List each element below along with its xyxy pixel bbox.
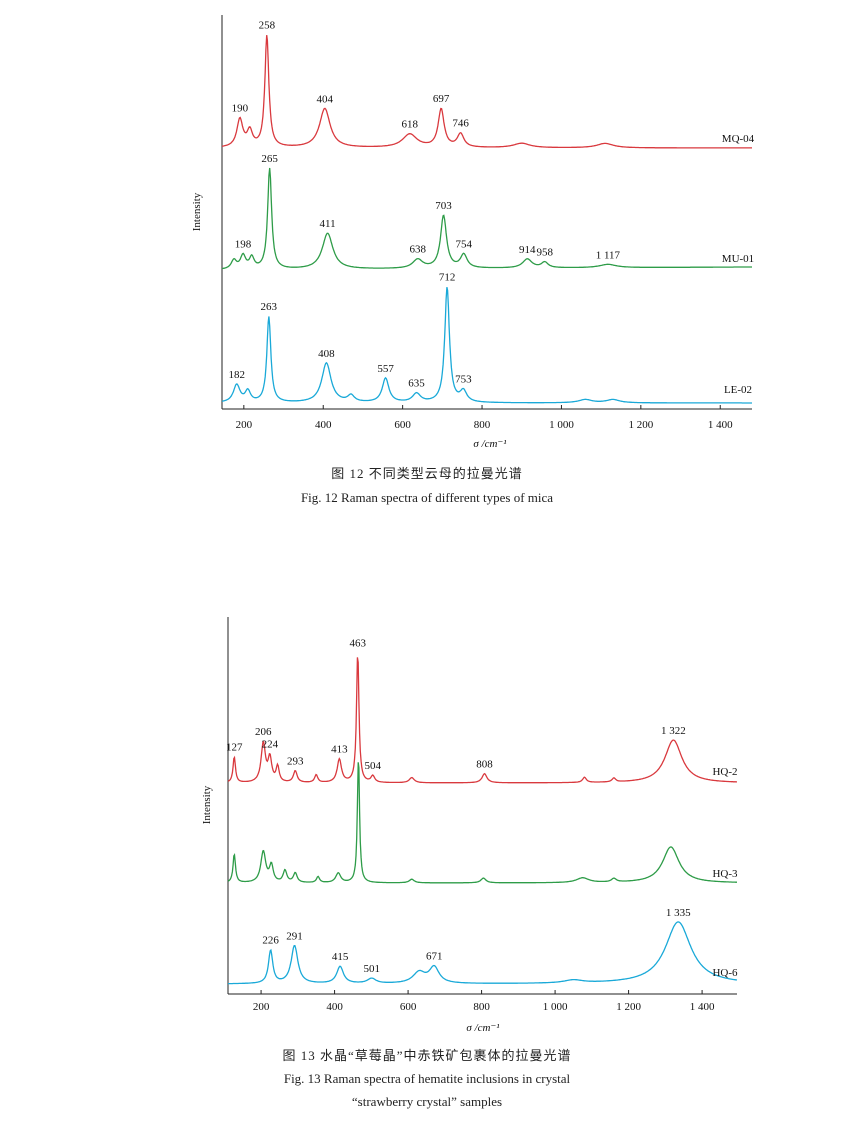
x-ticks: 200 400 600 800 1 000 1 200 1 400 [236, 405, 733, 431]
series-label-le-02: LE-02 [724, 384, 752, 396]
x-tick-label-200: 200 [253, 1001, 270, 1013]
x-tick-label-400: 400 [315, 419, 332, 431]
figure-12-caption-cn: 图 12 不同类型云母的拉曼光谱 [331, 466, 523, 481]
peak-label-le-02-635: 635 [408, 378, 425, 390]
peak-label-mu-01-411: 411 [320, 218, 336, 230]
peak-label-hq-2-1-322: 1 322 [661, 725, 686, 737]
peak-label-le-02-712: 712 [439, 271, 456, 283]
x-tick-label-1200: 1 200 [628, 419, 653, 431]
figure-12-caption-en: Fig. 12 Raman spectra of different types… [300, 490, 554, 505]
spectra [221, 35, 752, 404]
x-tick-label-200: 200 [236, 419, 253, 431]
spectrum-le-02 [221, 287, 752, 404]
peak-label-hq-6-415: 415 [332, 951, 349, 963]
peak-label-mu-01-703: 703 [435, 200, 452, 212]
figure-13-caption-en-line1: Fig. 13 Raman spectra of hematite inclus… [283, 1071, 571, 1086]
spectrum-mu-01 [221, 167, 752, 270]
peak-label-hq-6-291: 291 [286, 930, 303, 942]
peak-labels: 190 258 404 618 697 746 198 265 411 638 703 754 914 9… [228, 19, 620, 389]
peak-label-hq-2-413: 413 [331, 744, 348, 756]
x-tick-label-1200: 1 200 [616, 1001, 641, 1013]
spectra [227, 657, 738, 985]
x-tick-label-800: 800 [474, 419, 491, 431]
y-axis-label: Intensity [191, 192, 203, 231]
peak-label-mu-01-958: 958 [537, 247, 554, 259]
peak-label-mu-01-638: 638 [409, 244, 426, 256]
peak-label-mq-04-404: 404 [317, 93, 334, 105]
y-axis-label: Intensity [201, 785, 213, 824]
peak-label-mq-04-258: 258 [259, 19, 276, 31]
peak-label-hq-2-293: 293 [287, 755, 304, 767]
peak-label-mu-01-914: 914 [519, 244, 536, 256]
series-label-hq-2: HQ-2 [712, 766, 737, 778]
x-tick-label-800: 800 [473, 1001, 490, 1013]
peak-label-hq-2-127: 127 [226, 742, 243, 754]
peak-label-hq-2-224: 224 [262, 738, 279, 750]
peak-label-hq-6-671: 671 [426, 951, 443, 963]
peak-label-mq-04-190: 190 [232, 102, 249, 114]
x-tick-label-600: 600 [394, 419, 411, 431]
peak-label-mq-04-697: 697 [433, 93, 450, 105]
peak-label-le-02-408: 408 [318, 348, 335, 360]
peak-label-hq-2-808: 808 [476, 759, 493, 771]
x-axis-label: σ /cm⁻¹ [466, 1022, 499, 1034]
peak-label-mu-01-198: 198 [235, 238, 252, 250]
peak-label-hq-6-226: 226 [262, 935, 279, 947]
spectrum-mq-04 [221, 35, 752, 149]
peak-label-le-02-557: 557 [377, 363, 394, 375]
raman-hematite-chart: Intensity σ /cm⁻¹ 200 400 600 800 1 000 1 200… [201, 617, 738, 1034]
figure-13-caption-en-line2: “strawberry crystal” samples [351, 1094, 503, 1109]
series-labels: HQ-2 HQ-3 HQ-6 [712, 766, 738, 979]
series-label-mq-04: MQ-04 [722, 133, 755, 145]
series-labels: MQ-04 MU-01 LE-02 [722, 133, 755, 396]
peak-label-mu-01-754: 754 [456, 238, 473, 250]
peak-label-le-02-753: 753 [455, 374, 472, 386]
peak-label-le-02-182: 182 [228, 369, 245, 381]
peak-label-mq-04-746: 746 [452, 118, 469, 130]
x-axis-label: σ /cm⁻¹ [473, 438, 506, 450]
series-label-mu-01: MU-01 [722, 253, 754, 265]
x-tick-label-1400: 1 400 [690, 1001, 715, 1013]
peak-label-mq-04-618: 618 [402, 119, 419, 131]
peak-label-hq-2-504: 504 [365, 760, 382, 772]
x-tick-label-400: 400 [326, 1001, 343, 1013]
x-ticks: 200 400 600 800 1 000 1 200 1 400 [253, 990, 715, 1013]
spectrum-hq-3 [227, 762, 737, 884]
peak-label-hq-6-1-335: 1 335 [666, 907, 691, 919]
raman-mica-chart: Intensity σ /cm⁻¹ 200 400 600 800 1 000 1 200… [191, 15, 755, 450]
peak-label-hq-6-501: 501 [363, 963, 380, 975]
x-tick-label-600: 600 [400, 1001, 417, 1013]
figure-13-caption-cn: 图 13 水晶“草莓晶”中赤铁矿包裹体的拉曼光谱 [282, 1048, 572, 1063]
peak-label-hq-2-206: 206 [255, 726, 272, 738]
spectrum-hq-6 [228, 921, 738, 985]
peak-label-hq-2-463: 463 [349, 637, 366, 649]
spectrum-hq-2 [227, 657, 737, 784]
x-tick-label-1000: 1 000 [543, 1001, 568, 1013]
peak-label-mu-01-265: 265 [261, 153, 278, 165]
peak-label-mu-01-1-117: 1 117 [596, 249, 621, 261]
series-label-hq-3: HQ-3 [712, 868, 738, 880]
series-label-hq-6: HQ-6 [712, 967, 738, 979]
x-tick-label-1400: 1 400 [708, 419, 733, 431]
peak-label-le-02-263: 263 [261, 301, 278, 313]
x-tick-label-1000: 1 000 [549, 419, 574, 431]
